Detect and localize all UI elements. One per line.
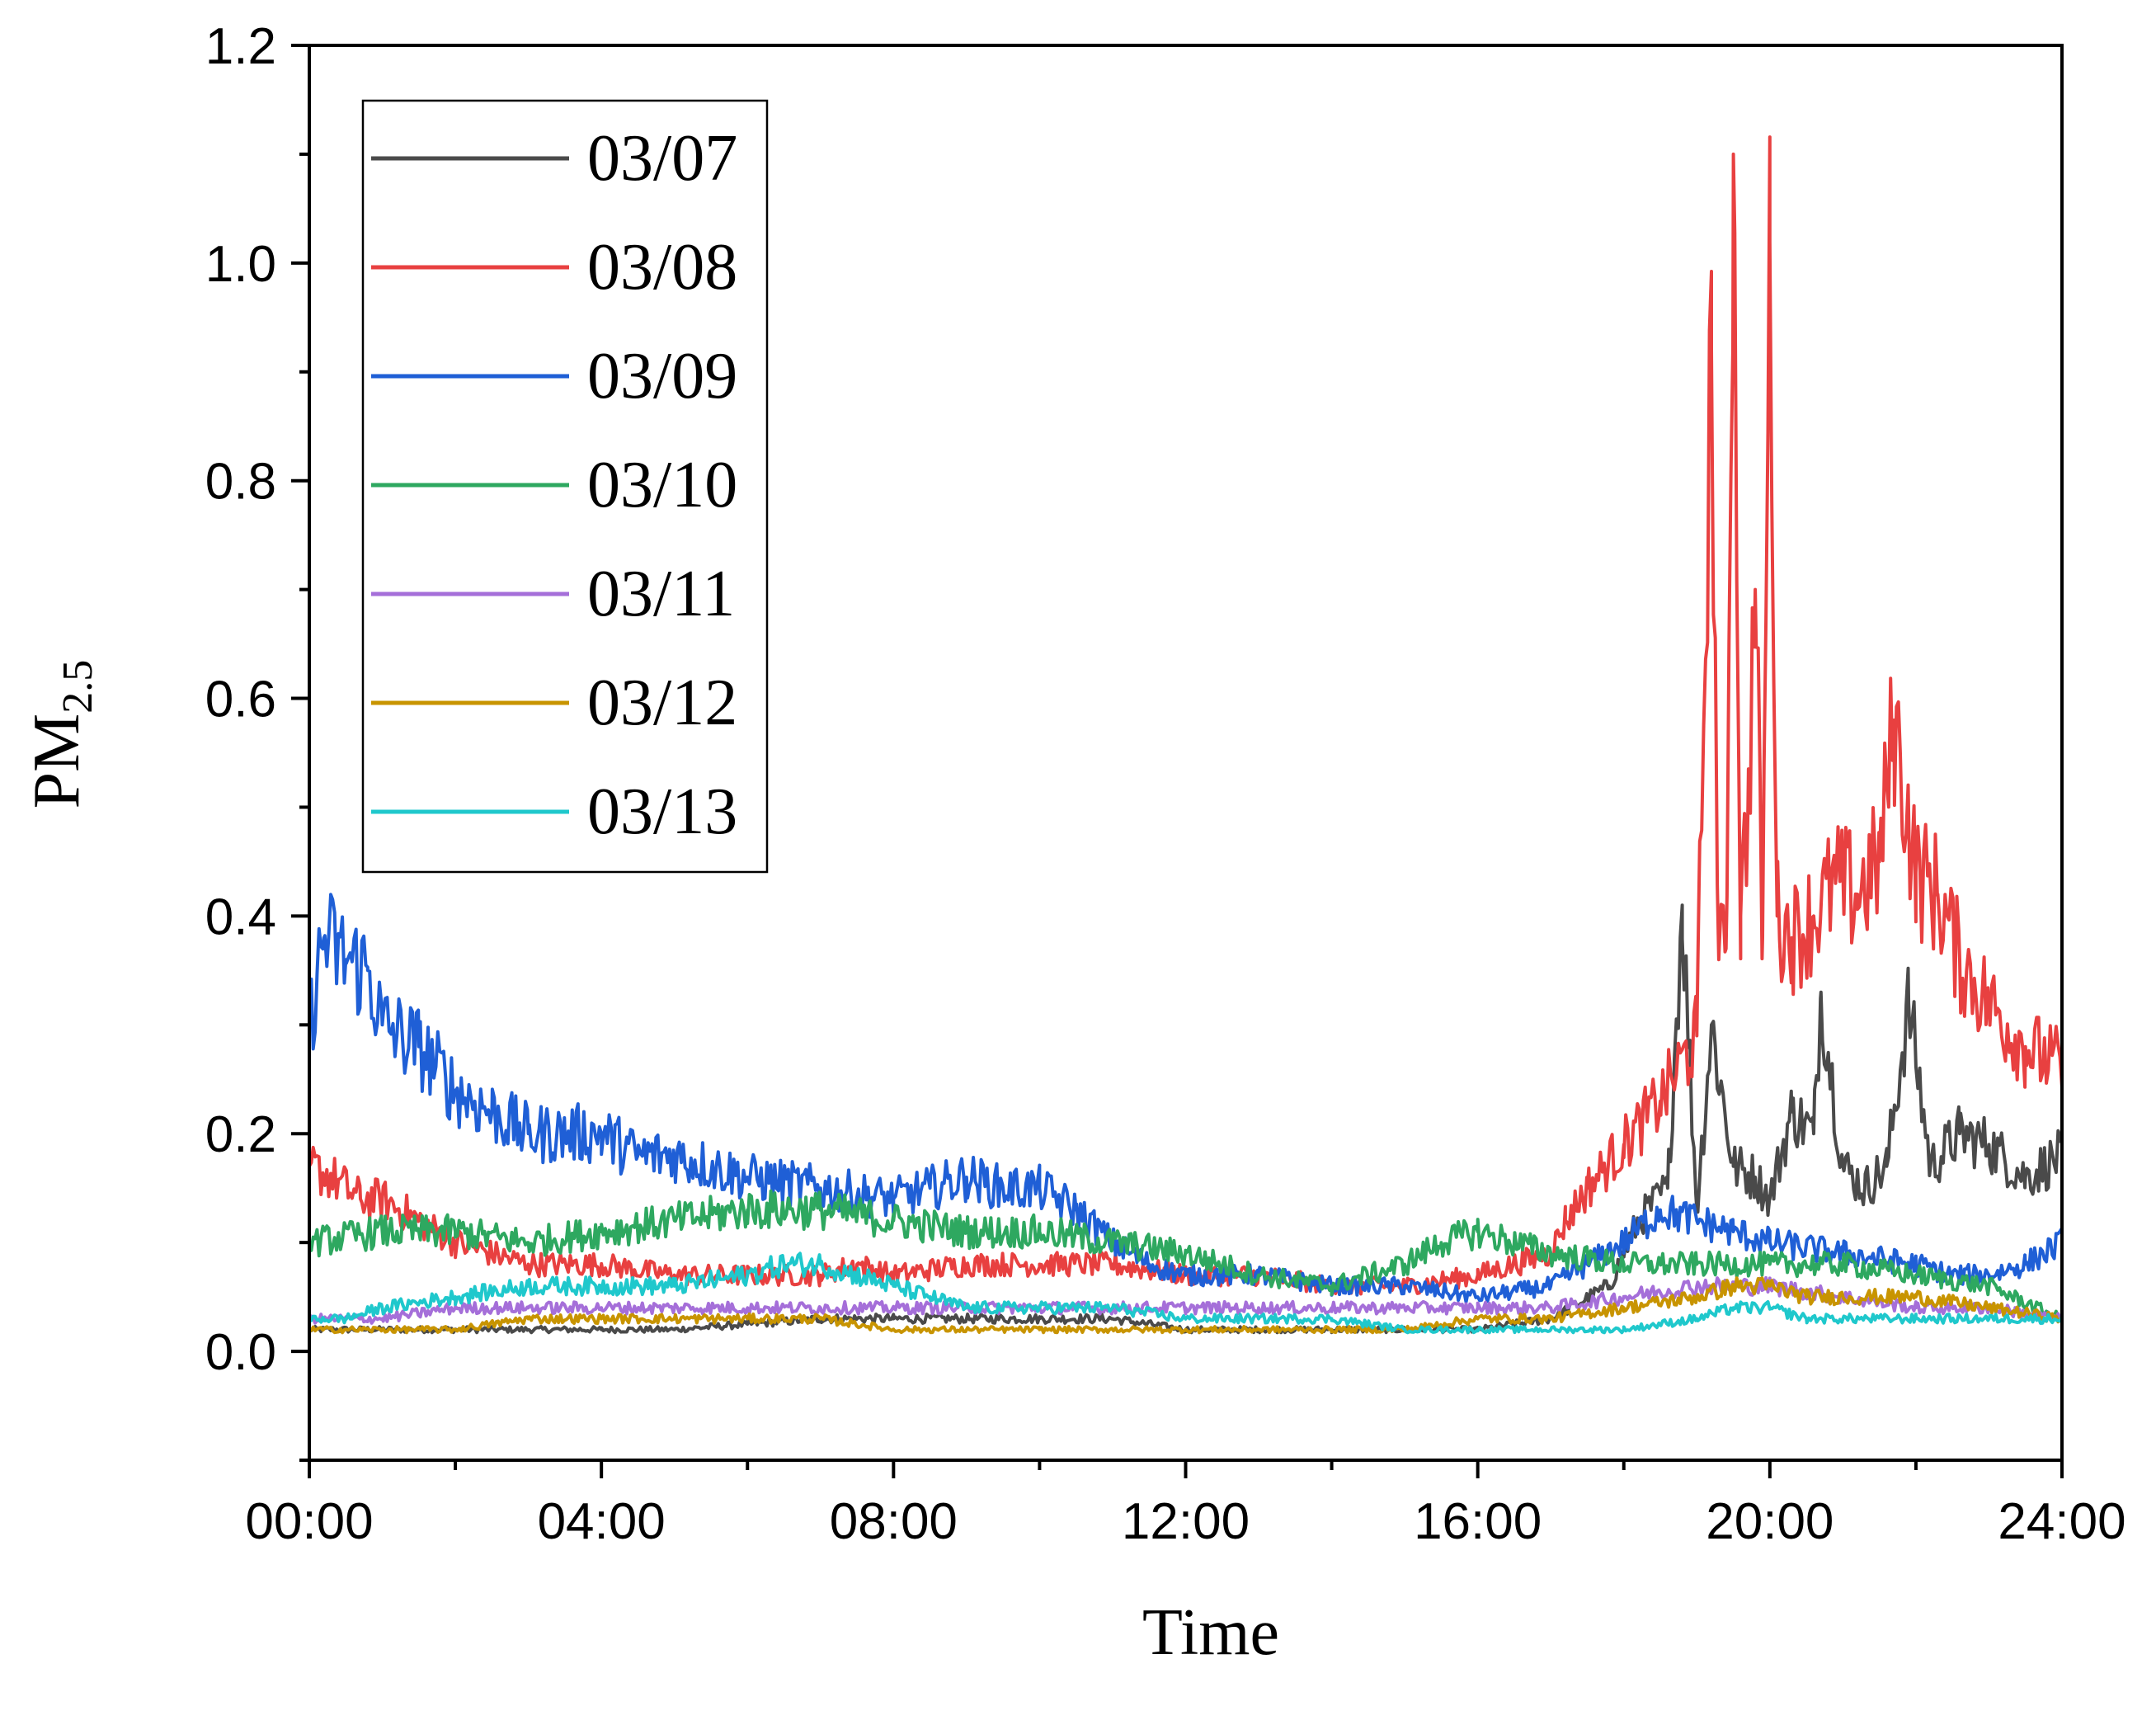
y-tick-label: 0.6 — [205, 672, 276, 728]
y-tick-label: 1.0 — [205, 236, 276, 293]
legend: 03/07 03/08 03/09 03/10 03/11 03/12 03/13 — [361, 99, 769, 874]
legend-label-03-11: 03/11 — [587, 558, 735, 630]
x-tick-label: 16:00 — [1414, 1493, 1542, 1550]
series-line-03-10 — [308, 1189, 2064, 1323]
x-tick-label: 20:00 — [1706, 1493, 1834, 1550]
y-tick-label: 1.2 — [205, 18, 276, 75]
y-tick-label: 0.2 — [205, 1106, 276, 1163]
x-tick-label: 24:00 — [1998, 1493, 2125, 1550]
x-tick-label: 04:00 — [538, 1493, 666, 1550]
legend-label-03-12: 03/12 — [587, 667, 737, 739]
y-tick-label: 0.8 — [205, 454, 276, 511]
series-line-03-13 — [308, 1251, 2064, 1335]
series-line-03-09 — [308, 893, 2064, 1304]
axis-tick-labels: 00:00 04:00 08:00 12:00 16:00 20:00 24:00 0.0 0.… — [205, 18, 2126, 1550]
x-tick-label: 12:00 — [1122, 1493, 1250, 1550]
axis-ticks — [291, 44, 2064, 1478]
x-tick-label: 08:00 — [830, 1493, 958, 1550]
y-axis-title-main: PM — [21, 714, 93, 809]
legend-label-03-08: 03/08 — [587, 231, 737, 304]
legend-label-03-13: 03/13 — [587, 775, 737, 848]
legend-label-03-10: 03/10 — [587, 449, 737, 521]
y-axis-title: PM2.5 — [21, 660, 101, 809]
y-tick-label: 0.4 — [205, 888, 276, 945]
y-axis-title-subscript: 2.5 — [54, 660, 101, 714]
x-axis-title: Time — [1142, 1596, 1279, 1669]
series-group — [308, 135, 2064, 1335]
legend-label-03-07: 03/07 — [587, 122, 737, 195]
legend-label-03-09: 03/09 — [587, 340, 737, 412]
series-line-03-12 — [308, 1276, 2064, 1335]
x-tick-label: 00:00 — [245, 1493, 373, 1550]
y-tick-label: 0.0 — [205, 1324, 276, 1381]
